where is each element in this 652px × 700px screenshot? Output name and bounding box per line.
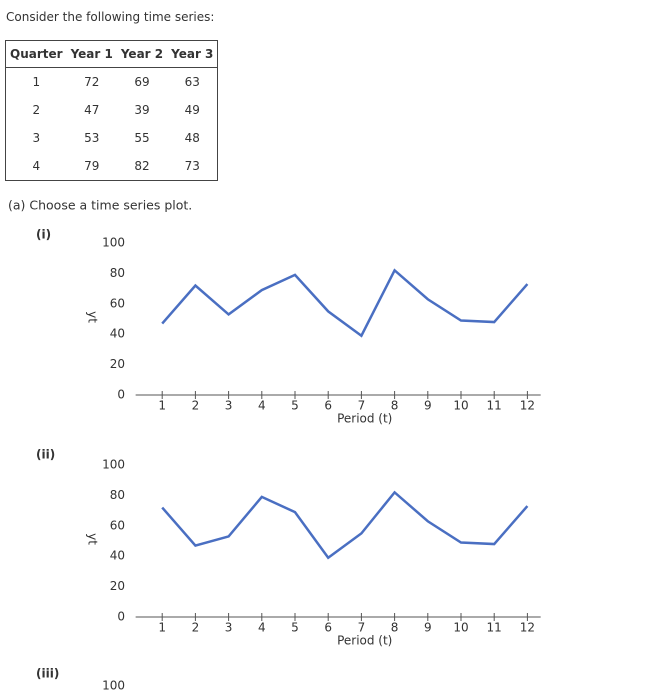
option-label: (iii)	[36, 667, 59, 681]
x-tick-label: 9	[424, 399, 432, 413]
x-tick-label: 12	[520, 621, 535, 635]
y-axis-label: yt	[86, 533, 100, 545]
table-cell: 48	[184, 131, 200, 145]
table-cell: 73	[184, 159, 200, 173]
y-tick-label: 40	[110, 327, 125, 341]
x-tick-label: 7	[358, 621, 366, 635]
y-tick-label: 0	[117, 610, 125, 624]
series-line	[161, 268, 529, 338]
y-tick-label: 100	[102, 236, 125, 250]
table-row: 2 47 39 49	[6, 96, 218, 124]
table-cell: 3	[32, 131, 41, 145]
y-tick-label: 80	[110, 266, 125, 280]
column-header: Year 2	[116, 40, 168, 68]
table-cell: 47	[84, 103, 100, 117]
table-row: 1 72 69 63	[6, 68, 218, 97]
table-cell: 72	[84, 75, 100, 89]
x-tick-label: 9	[424, 621, 432, 635]
table-body: 1 72 69 63 2 47 39 49 3 53 55 48 4 79 82 73	[6, 68, 218, 181]
x-tick-label: 3	[225, 621, 233, 635]
x-tick-label: 11	[487, 621, 502, 635]
table-cell: 63	[184, 75, 200, 89]
x-axis-label: Period (t)	[337, 634, 392, 648]
x-tick-label: 5	[291, 621, 299, 635]
table-cell: 2	[32, 103, 41, 117]
y-tick-label: 60	[110, 296, 125, 310]
table-cell: 53	[84, 131, 100, 145]
x-tick-label: 6	[324, 621, 332, 635]
y-tick-label: 80	[110, 488, 125, 502]
option-label: (i)	[36, 228, 51, 242]
x-tick-label: 8	[391, 621, 399, 635]
y-tick-label: 20	[110, 357, 125, 371]
x-tick-label: 2	[192, 621, 200, 635]
x-tick-label: 1	[158, 621, 166, 635]
x-tick-label: 4	[258, 399, 266, 413]
table-cell: 49	[184, 103, 200, 117]
y-tick-label: 100	[102, 458, 125, 472]
y-axis-label: yt	[86, 311, 100, 323]
x-tick-label: 11	[487, 399, 502, 413]
x-tick-label: 4	[258, 621, 266, 635]
table-cell: 69	[134, 75, 150, 89]
y-tick-label: 20	[110, 579, 125, 593]
x-tick-label: 8	[391, 399, 399, 413]
question: (a) Choose a time series plot.	[8, 198, 192, 213]
y-tick-label: 60	[110, 518, 125, 532]
x-tick-label: 5	[291, 399, 299, 413]
option-label: (ii)	[36, 448, 55, 462]
y-tick-label: 100	[102, 679, 125, 693]
table-cell: 55	[134, 131, 150, 145]
x-tick-label: 2	[192, 399, 200, 413]
y-tick-label: 40	[110, 549, 125, 563]
table-cell: 1	[32, 75, 41, 89]
table-cell: 82	[134, 159, 150, 173]
x-tick-label: 10	[453, 399, 468, 413]
x-axis-label: Period (t)	[337, 412, 392, 426]
x-tick-label: 10	[453, 621, 468, 635]
y-tick-label: 0	[117, 388, 125, 402]
x-tick-label: 6	[324, 399, 332, 413]
header-row: Quarter Year 1 Year 2 Year 3	[5, 40, 218, 68]
column-header: Quarter	[5, 40, 67, 68]
data-table: Quarter Year 1 Year 2 Year 3 1 72 69 63 2 47 39 49…	[5, 40, 219, 181]
column-header: Year 1	[66, 40, 117, 68]
table-row: 3 53 55 48	[6, 124, 218, 152]
x-tick-label: 1	[158, 399, 166, 413]
column-header: Year 3	[167, 40, 218, 68]
table-cell: 39	[134, 103, 150, 117]
x-tick-label: 12	[520, 399, 535, 413]
table-cell: 4	[32, 159, 41, 173]
x-tick-label: 3	[225, 399, 233, 413]
table-row: 4 79 82 73	[6, 152, 218, 181]
table-cell: 79	[84, 159, 100, 173]
x-tick-label: 7	[358, 399, 366, 413]
prompt: Consider the following time series:	[6, 10, 215, 24]
series-line	[161, 490, 529, 560]
